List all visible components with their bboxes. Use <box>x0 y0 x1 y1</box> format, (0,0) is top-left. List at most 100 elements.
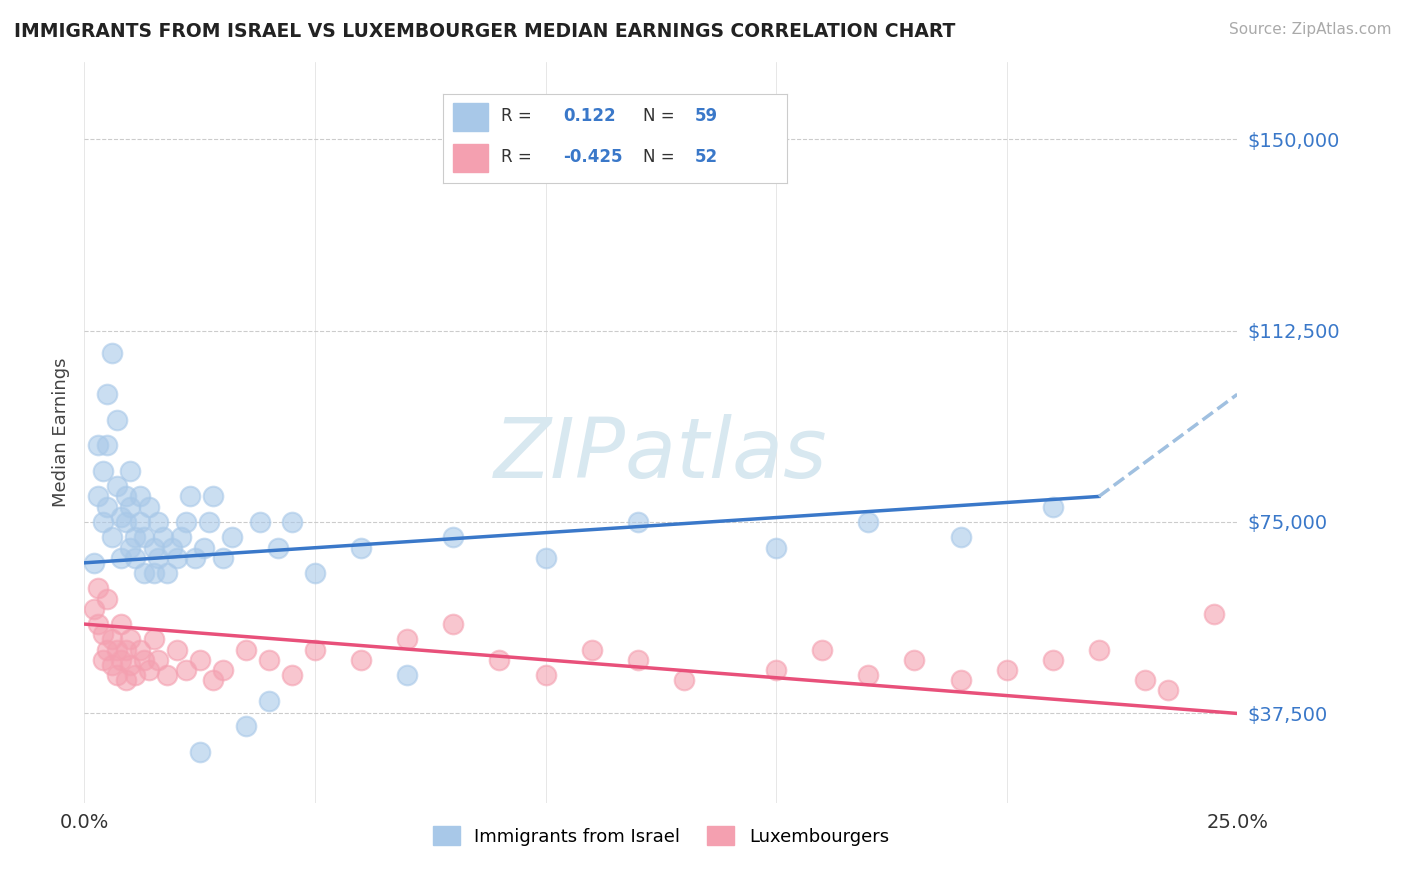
Point <box>627 653 650 667</box>
Point <box>96 500 118 514</box>
Point <box>188 745 211 759</box>
Point <box>202 673 225 688</box>
Point <box>101 346 124 360</box>
Point <box>96 387 118 401</box>
Y-axis label: Median Earnings: Median Earnings <box>52 358 70 508</box>
Point <box>128 490 150 504</box>
Point <box>396 632 419 647</box>
Point <box>627 515 650 529</box>
Text: N =: N = <box>643 148 675 167</box>
Point <box>257 653 280 667</box>
Text: R =: R = <box>502 148 533 167</box>
Point <box>146 515 169 529</box>
Point <box>488 653 510 667</box>
Legend: Immigrants from Israel, Luxembourgers: Immigrants from Israel, Luxembourgers <box>426 819 896 853</box>
Point <box>124 550 146 565</box>
Point <box>202 490 225 504</box>
Point <box>184 550 207 565</box>
Point <box>235 642 257 657</box>
Point <box>105 642 128 657</box>
Point <box>765 541 787 555</box>
Point <box>138 663 160 677</box>
Point <box>441 530 464 544</box>
Point <box>534 668 557 682</box>
Point <box>146 550 169 565</box>
Point <box>105 479 128 493</box>
Point <box>120 500 142 514</box>
Point <box>350 541 373 555</box>
Point <box>534 550 557 565</box>
Point <box>87 490 110 504</box>
Point <box>91 515 114 529</box>
Point <box>142 541 165 555</box>
Point <box>96 642 118 657</box>
Text: Source: ZipAtlas.com: Source: ZipAtlas.com <box>1229 22 1392 37</box>
Point <box>115 673 138 688</box>
Text: 52: 52 <box>695 148 717 167</box>
Point <box>115 490 138 504</box>
Point <box>811 642 834 657</box>
Point <box>179 490 201 504</box>
Point <box>166 550 188 565</box>
Point <box>120 632 142 647</box>
Point <box>152 530 174 544</box>
Point <box>304 642 326 657</box>
Point <box>267 541 290 555</box>
Point <box>105 413 128 427</box>
Point <box>257 694 280 708</box>
Point <box>211 663 233 677</box>
Point <box>765 663 787 677</box>
Bar <box>453 103 488 131</box>
Point <box>110 617 132 632</box>
Point <box>91 464 114 478</box>
Text: N =: N = <box>643 107 675 126</box>
Text: 0.122: 0.122 <box>564 107 616 126</box>
Point <box>87 582 110 596</box>
Point <box>134 530 156 544</box>
Point <box>134 566 156 580</box>
Point <box>249 515 271 529</box>
Point <box>134 653 156 667</box>
Point <box>1157 683 1180 698</box>
Point <box>1042 500 1064 514</box>
Point <box>120 657 142 672</box>
Point <box>96 438 118 452</box>
Point <box>115 515 138 529</box>
Point <box>128 642 150 657</box>
Point <box>91 653 114 667</box>
Point <box>120 464 142 478</box>
Point <box>138 500 160 514</box>
Point <box>91 627 114 641</box>
Point <box>105 668 128 682</box>
Point <box>441 617 464 632</box>
Point <box>211 550 233 565</box>
Point <box>1088 642 1111 657</box>
Point <box>101 657 124 672</box>
Point <box>128 515 150 529</box>
Point <box>87 438 110 452</box>
Point <box>166 642 188 657</box>
Point <box>110 653 132 667</box>
Text: -0.425: -0.425 <box>564 148 623 167</box>
Point <box>124 668 146 682</box>
Point <box>188 653 211 667</box>
Point <box>83 556 105 570</box>
Point <box>858 668 880 682</box>
Text: R =: R = <box>502 107 533 126</box>
Point <box>281 668 304 682</box>
Point <box>120 541 142 555</box>
Point <box>142 566 165 580</box>
Point <box>858 515 880 529</box>
Point <box>115 642 138 657</box>
Point <box>198 515 221 529</box>
Point <box>156 668 179 682</box>
Point <box>156 566 179 580</box>
Point <box>1133 673 1156 688</box>
Point <box>949 673 972 688</box>
Point <box>1204 607 1226 621</box>
Point <box>193 541 215 555</box>
Point <box>995 663 1018 677</box>
Point <box>949 530 972 544</box>
Point <box>124 530 146 544</box>
Point <box>396 668 419 682</box>
